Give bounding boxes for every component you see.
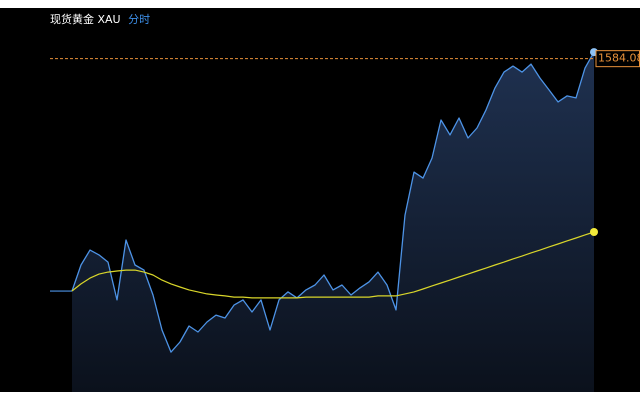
title: 现货黄金 XAU [50,12,121,26]
last-price-label: 1584.08 [598,52,640,65]
price-line [71,51,595,353]
chart-title: 现货黄金 XAU 分时 [50,12,150,26]
end-marker [590,228,598,237]
price-area [72,52,594,392]
average-line [71,231,595,299]
label-layer: 现货黄金 XAU 分时 1584.08 [50,12,640,68]
area-layer [72,52,594,392]
line-layer [50,48,598,353]
subtitle: 分时 [128,13,150,26]
